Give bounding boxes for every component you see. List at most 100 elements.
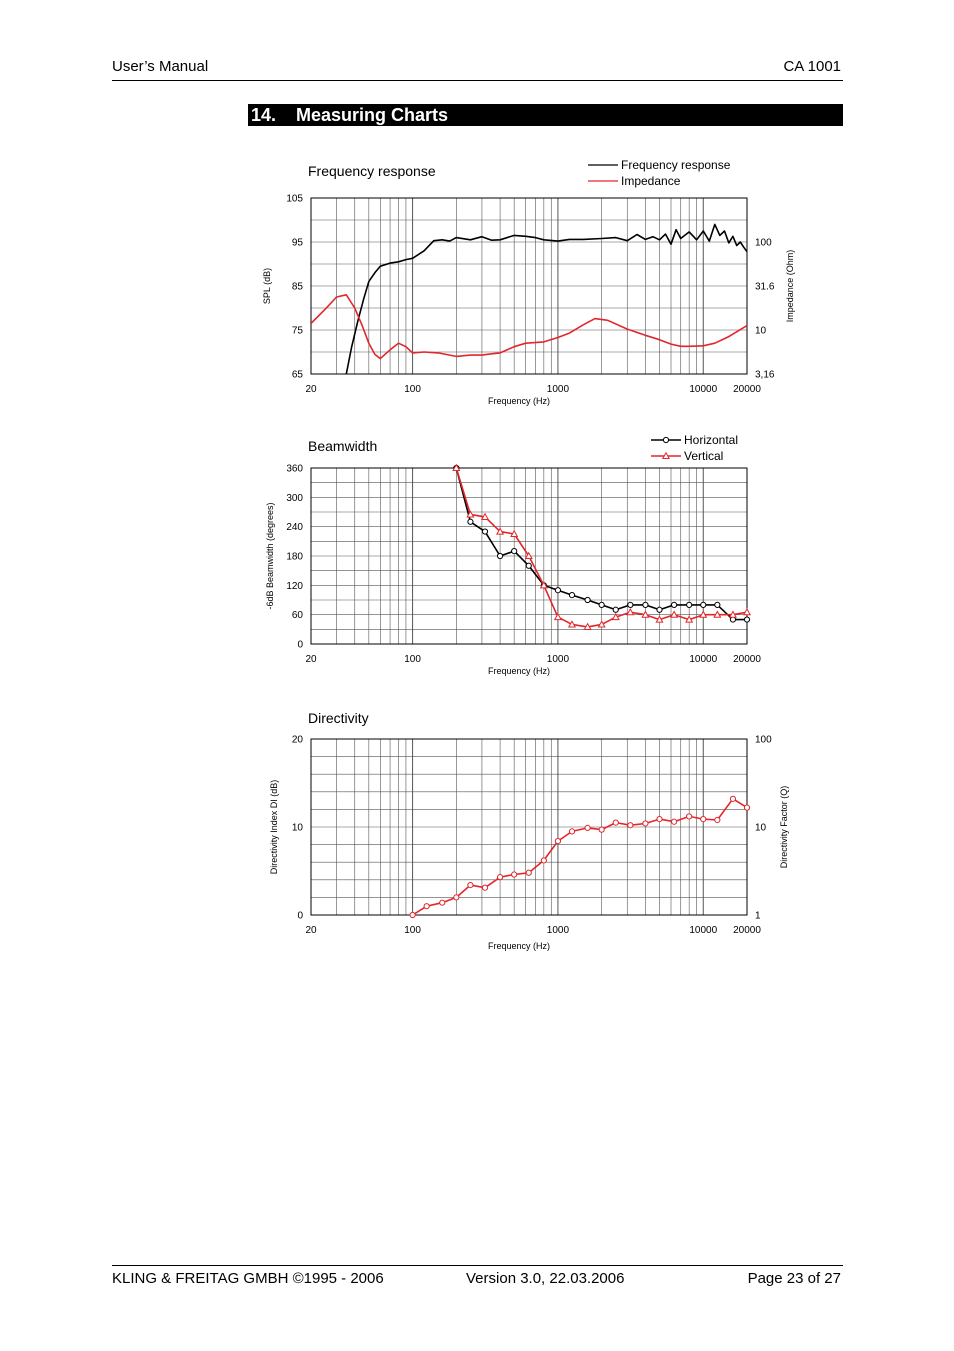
chart2-data-point [699, 610, 708, 618]
chart3-data-point [540, 857, 547, 864]
chart2-data-point [511, 548, 518, 555]
chart1-y-tick-label: 85 [292, 282, 304, 293]
header-right: CA 1001 [783, 58, 841, 75]
chart2-y-axis-label: -6dB Beamwidth (degrees) [265, 502, 275, 609]
chart2-data-point [670, 610, 679, 618]
chart2-data-point [496, 527, 505, 535]
chart2-x-tick-label: 10000 [689, 654, 717, 665]
chart1-x-tick-label: 100 [404, 384, 421, 395]
chart1-x-tick-label: 20000 [733, 384, 761, 395]
chart3-data-point [409, 911, 416, 919]
chart2-data-point [714, 601, 721, 608]
section-heading: 14. Measuring Charts [248, 104, 843, 126]
chart3-data-point [453, 894, 460, 901]
chart2-y-tick-label: 360 [286, 464, 303, 475]
chart2-data-point [481, 528, 489, 535]
chart2-data-point [568, 592, 576, 599]
chart1-x-axis-label: Frequency (Hz) [488, 396, 550, 406]
chart3-x-tick-label: 20 [305, 925, 317, 936]
chart2-data-point [626, 607, 635, 616]
header-left: User’s Manual [112, 58, 209, 75]
section-title: Measuring Charts [296, 105, 449, 125]
chart2-data-point [553, 612, 562, 621]
chart2-y-tick-label: 120 [286, 581, 303, 592]
chart2-y-tick-label: 0 [297, 640, 303, 651]
chart2-data-point [452, 463, 461, 472]
chart2-data-point [554, 587, 562, 594]
chart1-y2-tick-label: 10 [755, 326, 767, 337]
chart3-data-point [670, 818, 678, 825]
chart3-data-point [598, 826, 605, 833]
chart3-title: Directivity [308, 710, 369, 726]
chart3-data-point [612, 819, 619, 826]
chart3-data-point [700, 815, 707, 823]
chart2-data-point [583, 622, 592, 630]
chart2-y-tick-label: 300 [286, 493, 303, 504]
chart2-data-point [597, 620, 606, 628]
chart3-y-tick-label: 20 [292, 735, 304, 746]
chart2-legend-label: Vertical [684, 449, 723, 463]
chart3-data-point [584, 824, 591, 831]
chart2-data-point [466, 510, 475, 518]
chart2-data-point [584, 596, 591, 604]
chart1-y2-tick-label: 3,16 [755, 370, 775, 381]
footer-page-number: Page 23 of 27 [747, 1270, 841, 1287]
chart2-data-point [611, 612, 620, 621]
chart1-y-tick-label: 105 [286, 194, 303, 205]
chart2-data-point [700, 601, 707, 608]
chart3-y2-axis-label: Directivity Factor (Q) [779, 786, 789, 869]
chart1-plot-frame [310, 197, 748, 375]
chart1-series-frequency-response-line [345, 223, 747, 374]
footer-rule [112, 1265, 843, 1266]
footer-company: KLING & FREITAG GMBH ©1995 - 2006 [112, 1270, 384, 1287]
chart1-y-axis-label: SPL (dB) [262, 268, 272, 304]
chart2-data-point [686, 601, 693, 608]
chart3-y-tick-label: 0 [297, 911, 303, 922]
chart2-data-point [467, 518, 474, 525]
footer-version: Version 3.0, 22.03.2006 [466, 1270, 625, 1287]
chart3-plot-frame [310, 738, 748, 916]
chart1-title: Frequency response [308, 163, 436, 179]
chart1-x-tick-label: 20 [305, 384, 317, 395]
chart2-x-tick-label: 20 [305, 654, 317, 665]
chart2-data-point [480, 512, 490, 520]
chart2-data-point [642, 601, 649, 608]
chart3-x-tick-label: 20000 [733, 925, 761, 936]
chart2-plot-frame [310, 467, 748, 645]
header-rule [112, 80, 843, 81]
chart3-y2-tick-label: 10 [755, 823, 767, 834]
chart2-data-point [713, 610, 722, 618]
chart2-data-point [670, 601, 678, 608]
chart3-x-tick-label: 10000 [689, 925, 717, 936]
chart2-data-point [627, 601, 634, 608]
chart2-data-point [496, 552, 504, 560]
chart2-y-tick-label: 180 [286, 552, 303, 563]
chart2-data-point [728, 610, 737, 618]
chart3-data-point [423, 903, 430, 910]
chart1-y-tick-label: 95 [292, 238, 304, 249]
chart2-x-tick-label: 20000 [733, 654, 761, 665]
chart2-y-tick-label: 60 [292, 610, 304, 621]
chart2-x-tick-label: 100 [404, 654, 421, 665]
chart3-y-tick-label: 10 [292, 823, 304, 834]
chart2-legend-marker [661, 451, 671, 460]
chart3-data-point [743, 804, 751, 811]
chart3-x-tick-label: 1000 [547, 925, 570, 936]
chart2-data-point [525, 562, 532, 569]
chart3-data-point [496, 874, 504, 881]
chart3-data-point [481, 884, 489, 891]
chart3-data-point [554, 837, 562, 845]
chart3-y2-tick-label: 100 [755, 735, 772, 746]
chart2-data-point [743, 616, 751, 623]
chart3-data-point [511, 871, 518, 878]
chart1-y-tick-label: 75 [292, 326, 304, 337]
chart1-y2-tick-label: 31.6 [755, 282, 775, 293]
chart2-data-point [524, 551, 533, 560]
chart2-data-point [598, 601, 605, 608]
chart2-data-point [742, 607, 752, 616]
chart2-data-point [685, 615, 694, 623]
chart3-data-point [714, 816, 721, 824]
chart2-title: Beamwidth [308, 438, 377, 454]
chart2-x-tick-label: 1000 [547, 654, 570, 665]
